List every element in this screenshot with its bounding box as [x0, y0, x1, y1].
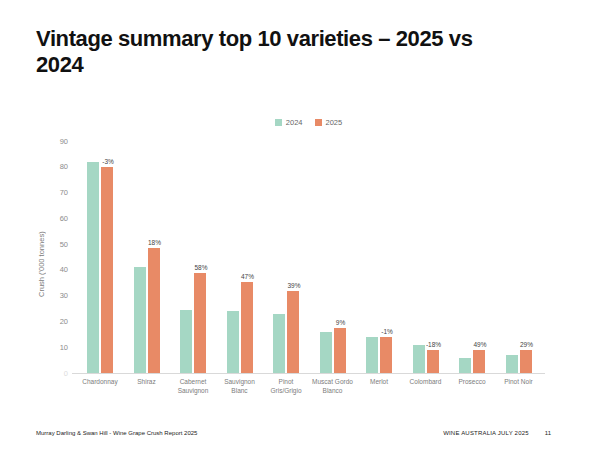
pct-change-label: 9%	[336, 319, 345, 326]
x-tick-label: Pinot Noir	[496, 378, 542, 387]
bar-group-shiraz: 18%	[134, 141, 160, 373]
plot-area: -3% 18% 58% 47% 39% 9% -1% -18% 49% 29%	[72, 141, 545, 373]
pct-change-label: -3%	[102, 158, 114, 165]
pct-change-label: 18%	[148, 239, 161, 246]
bar-group-pinot-gris-grigio: 39%	[273, 141, 299, 373]
y-tick-label: 0	[38, 369, 68, 378]
bar-2024	[413, 345, 425, 373]
pct-change-label: 29%	[520, 341, 533, 348]
legend-item-2024: 2024	[275, 118, 303, 127]
bar-2025	[287, 291, 299, 373]
bar-2024	[459, 358, 471, 373]
x-tick-label: Pinot Gris/Grigio	[263, 378, 309, 396]
bar-2025	[194, 273, 206, 373]
y-axis-title: Crush ('000 tonnes)	[37, 194, 46, 334]
bar-2025	[473, 350, 485, 373]
x-tick-label: Sauvignon Blanc	[217, 378, 263, 396]
pct-change-label: 39%	[287, 282, 300, 289]
y-tick-label: 90	[38, 137, 68, 146]
x-tick-label: Merlot	[356, 378, 402, 387]
bar-group-colombard: -18%	[413, 141, 439, 373]
bar-2024	[87, 162, 99, 373]
legend-item-2025: 2025	[315, 118, 343, 127]
x-tick-label: Colombard	[403, 378, 449, 387]
bar-2025	[520, 350, 532, 373]
page-title: Vintage summary top 10 varieties – 2025 …	[36, 26, 522, 78]
x-tick-label: Cabernet Sauvignon	[170, 378, 216, 396]
pct-change-label: 49%	[473, 341, 486, 348]
bar-2025	[380, 337, 392, 373]
chart-legend: 2024 2025	[72, 118, 545, 127]
x-axis-labels: ChardonnayShirazCabernet SauvignonSauvig…	[72, 378, 545, 414]
x-tick-label: Prosecco	[449, 378, 495, 387]
bar-group-prosecco: 49%	[459, 141, 485, 373]
pct-change-label: -1%	[381, 328, 393, 335]
legend-swatch-2024	[275, 119, 282, 126]
y-tick-label: 80	[38, 162, 68, 171]
x-axis-line	[72, 373, 545, 374]
legend-label: 2025	[326, 118, 343, 127]
bar-group-pinot-noir: 29%	[506, 141, 532, 373]
report-page: Vintage summary top 10 varieties – 2025 …	[0, 0, 600, 450]
pct-change-label: 47%	[241, 273, 254, 280]
x-tick-label: Chardonnay	[77, 378, 123, 387]
bar-2024	[273, 314, 285, 373]
bar-2024	[506, 355, 518, 373]
bar-2025	[241, 282, 253, 373]
footer-right: WINE AUSTRALIA JULY 2025 11	[443, 430, 551, 436]
y-axis: 9080706050403020100	[0, 141, 68, 381]
bar-2025	[334, 328, 346, 373]
bar-group-chardonnay: -3%	[87, 141, 113, 373]
footer-report-name: Murray Darling & Swan Hill - Wine Grape …	[36, 430, 197, 436]
legend-label: 2024	[286, 118, 303, 127]
bar-2025	[427, 350, 439, 373]
pct-change-label: -18%	[426, 341, 441, 348]
legend-swatch-2025	[315, 119, 322, 126]
bar-2024	[366, 337, 378, 373]
bar-2024	[180, 310, 192, 373]
bar-2024	[134, 267, 146, 373]
x-tick-label: Shiraz	[124, 378, 170, 387]
footer-publisher: WINE AUSTRALIA JULY 2025	[443, 430, 529, 436]
bar-2025	[101, 167, 113, 373]
bar-2024	[227, 311, 239, 373]
pct-change-label: 58%	[194, 264, 207, 271]
bar-2024	[320, 332, 332, 373]
bar-group-sauvignon-blanc: 47%	[227, 141, 253, 373]
y-tick-label: 10	[38, 343, 68, 352]
page-number: 11	[545, 430, 551, 436]
bar-group-merlot: -1%	[366, 141, 392, 373]
bar-2025	[148, 248, 160, 373]
bar-group-cabernet-sauvignon: 58%	[180, 141, 206, 373]
x-tick-label: Muscat Gordo Blanco	[310, 378, 356, 396]
bar-group-muscat-gordo-blanco: 9%	[320, 141, 346, 373]
